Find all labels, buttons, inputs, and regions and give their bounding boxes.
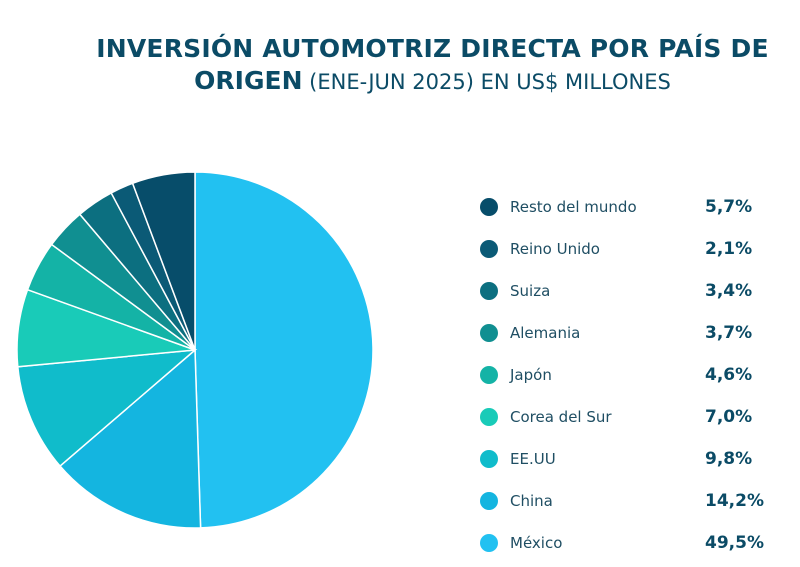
legend-swatch xyxy=(480,492,498,510)
title-line-2-normal: (ENE-JUN 2025) EN US$ MILLONES xyxy=(302,70,671,94)
legend-label: Suiza xyxy=(510,282,551,300)
legend-value: 49,5% xyxy=(705,533,764,553)
legend-value: 14,2% xyxy=(705,491,764,511)
legend-item: EE.UU 9,8% xyxy=(480,438,780,480)
legend-item: México 49,5% xyxy=(480,522,780,564)
legend-value: 4,6% xyxy=(705,365,753,385)
title-line-1: INVERSIÓN AUTOMOTRIZ DIRECTA POR PAÍS DE xyxy=(96,34,769,63)
pie-slice-china xyxy=(58,348,202,529)
legend-item: China 14,2% xyxy=(480,480,780,522)
legend-swatch xyxy=(480,408,498,426)
pie-slice-resto-del-mundo xyxy=(131,171,196,351)
pie-chart xyxy=(16,171,374,529)
pie-slice-m-xico xyxy=(194,171,374,529)
title-line-2-bold: ORIGEN xyxy=(194,66,303,95)
legend-swatch xyxy=(480,534,498,552)
chart-title: INVERSIÓN AUTOMOTRIZ DIRECTA POR PAÍS DE… xyxy=(60,33,800,100)
legend-label: Japón xyxy=(510,366,552,384)
pie-slice-ee-uu xyxy=(16,349,198,468)
legend-swatch xyxy=(480,450,498,468)
legend-value: 9,8% xyxy=(705,449,753,469)
legend-label: México xyxy=(510,534,563,552)
legend-item: Corea del Sur 7,0% xyxy=(480,396,780,438)
legend-value: 5,7% xyxy=(705,197,753,217)
legend-value: 7,0% xyxy=(705,407,753,427)
legend-label: China xyxy=(510,492,553,510)
legend-swatch xyxy=(480,282,498,300)
legend-label: Resto del mundo xyxy=(510,198,637,216)
legend-value: 2,1% xyxy=(705,239,753,259)
legend-item: Resto del mundo 5,7% xyxy=(480,186,780,228)
legend-item: Reino Unido 2,1% xyxy=(480,228,780,270)
legend-item: Suiza 3,4% xyxy=(480,270,780,312)
legend-value: 3,7% xyxy=(705,323,753,343)
legend-value: 3,4% xyxy=(705,281,753,301)
legend-swatch xyxy=(480,240,498,258)
legend-swatch xyxy=(480,366,498,384)
legend: Resto del mundo 5,7% Reino Unido 2,1% Suiza 3… xyxy=(480,186,780,564)
legend-item: Japón 4,6% xyxy=(480,354,780,396)
legend-swatch xyxy=(480,324,498,342)
legend-item: Alemania 3,7% xyxy=(480,312,780,354)
legend-label: Corea del Sur xyxy=(510,408,612,426)
legend-swatch xyxy=(480,198,498,216)
legend-label: Alemania xyxy=(510,324,581,342)
legend-label: EE.UU xyxy=(510,450,556,468)
legend-label: Reino Unido xyxy=(510,240,600,258)
